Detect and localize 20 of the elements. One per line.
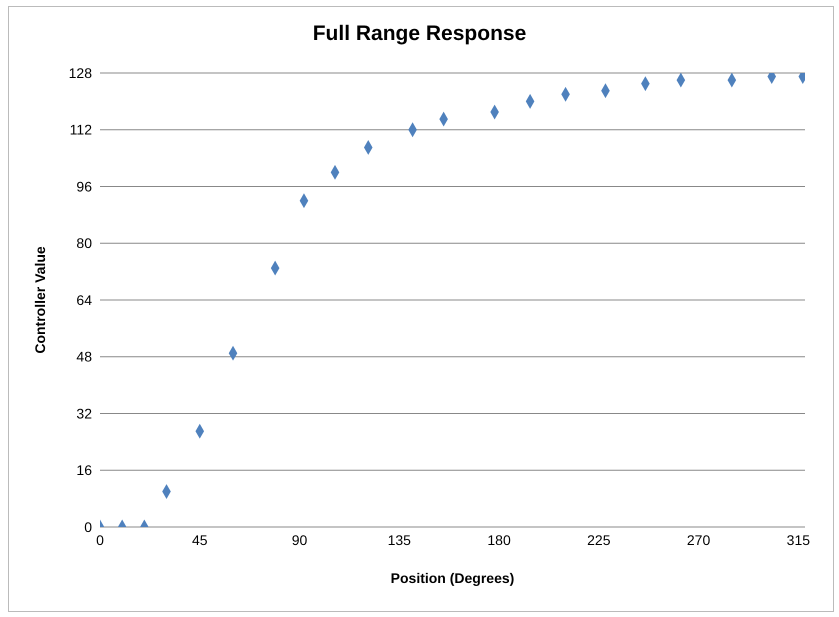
x-tick-label: 90 [292,532,308,548]
x-tick-label: 0 [96,532,104,548]
y-tick-label: 112 [70,122,92,138]
x-tick-label: 45 [192,532,208,548]
x-tick-label: 225 [587,532,611,548]
chart-title: Full Range Response [312,22,528,46]
x-tick-label: 135 [388,532,412,548]
y-tick-label: 80 [76,235,92,252]
y-tick-label: 48 [76,348,92,365]
y-tick-label: 32 [76,405,92,422]
x-axis-title: Position (Degrees) [390,570,514,586]
y-axis-title: Controller Value [32,246,48,354]
x-tick-label: 270 [686,532,710,548]
y-tick-label: 64 [76,292,92,308]
y-tick-label: 128 [68,64,92,81]
y-tick-label: 96 [76,178,92,194]
x-tick-label: 180 [487,532,511,548]
y-tick-label: 16 [76,462,92,478]
y-tick-label: 0 [84,518,92,535]
x-tick-label: 315 [786,532,810,548]
